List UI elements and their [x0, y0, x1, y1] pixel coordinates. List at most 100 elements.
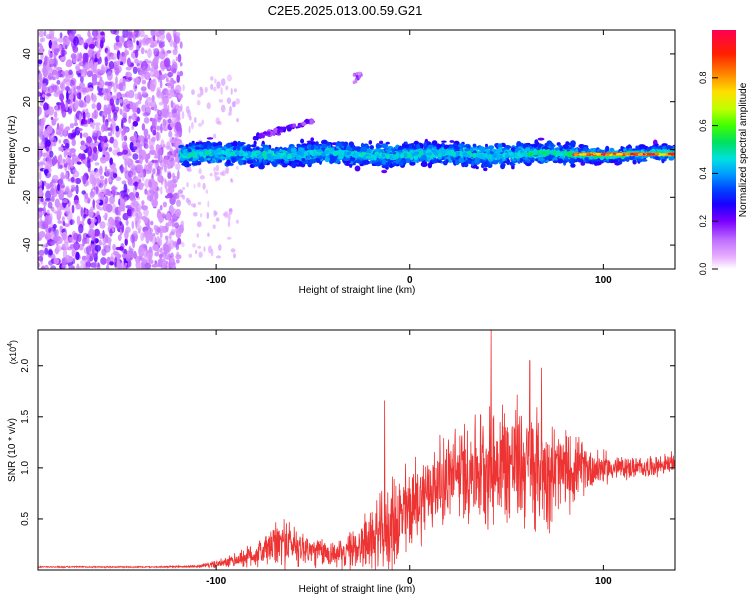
- noise-cell: [94, 228, 100, 237]
- noise-cell: [96, 102, 102, 111]
- noise-cell: [71, 84, 75, 94]
- noise-cell: [169, 38, 174, 47]
- noise-cell: [73, 199, 80, 206]
- noise-cell: [47, 183, 54, 188]
- noise-cell: [113, 112, 118, 122]
- signal-cell: [398, 149, 403, 153]
- noise-cell: [164, 155, 168, 162]
- noise-cell: [127, 259, 132, 268]
- noise-cell: [45, 147, 49, 151]
- signal-cell: [508, 161, 513, 165]
- noise-cell: [93, 146, 98, 153]
- noise-cell: [213, 167, 216, 172]
- signal-cell: [605, 145, 610, 152]
- signal-cell: [427, 162, 433, 169]
- signal-core-cell: [321, 152, 326, 157]
- noise-cell: [143, 128, 149, 137]
- noise-cell: [147, 219, 150, 229]
- noise-cell: [122, 149, 128, 155]
- noise-cell: [210, 83, 214, 91]
- noise-cell: [171, 80, 176, 84]
- signal-core-cell: [508, 151, 514, 156]
- noise-cell: [68, 265, 75, 269]
- noise-cell: [79, 265, 86, 269]
- signal-core-cell: [225, 148, 232, 152]
- signal-cell: [320, 143, 328, 149]
- noise-cell: [58, 146, 64, 152]
- noise-cell: [87, 49, 93, 58]
- signal-cell: [382, 159, 387, 165]
- noise-cell: [185, 197, 190, 203]
- noise-cell: [156, 145, 159, 152]
- noise-cell: [105, 168, 113, 177]
- noise-cell: [41, 122, 44, 131]
- noise-cell: [162, 253, 166, 261]
- noise-cell: [79, 113, 82, 123]
- noise-cell: [98, 70, 105, 74]
- noise-cell: [156, 248, 161, 253]
- noise-cell: [92, 199, 95, 208]
- noise-cell: [73, 84, 77, 92]
- noise-cell: [81, 119, 88, 125]
- signal-cell: [466, 145, 470, 148]
- noise-cell: [147, 60, 152, 64]
- noise-cell: [38, 262, 41, 268]
- noise-cell: [177, 169, 180, 180]
- noise-cell: [57, 155, 63, 165]
- noise-cell: [106, 49, 111, 57]
- signal-cell: [422, 155, 427, 159]
- signal-cell: [523, 157, 529, 160]
- noise-cell: [132, 66, 138, 75]
- signal-core-cell: [455, 152, 460, 156]
- noise-cell: [138, 93, 143, 102]
- noise-cell: [57, 183, 60, 192]
- noise-cell: [125, 253, 130, 262]
- signal-cell: [453, 146, 461, 150]
- signal-cell: [210, 160, 217, 164]
- noise-cell: [60, 184, 66, 189]
- noise-cell: [134, 49, 139, 58]
- noise-cell: [191, 89, 195, 95]
- noise-cell: [48, 58, 55, 65]
- noise-cell: [109, 157, 113, 165]
- noise-cell: [80, 259, 86, 266]
- noise-cell: [235, 98, 240, 105]
- noise-cell: [121, 224, 124, 233]
- noise-cell: [138, 145, 143, 154]
- noise-cell: [175, 208, 181, 217]
- noise-cell: [103, 245, 111, 253]
- noise-cell: [222, 212, 227, 217]
- noise-cell: [159, 247, 163, 253]
- noise-cell: [173, 228, 181, 233]
- noise-cell: [76, 263, 80, 269]
- noise-cell: [72, 168, 77, 173]
- noise-cell: [141, 91, 148, 95]
- signal-cell: [423, 142, 428, 147]
- noise-cell: [160, 186, 163, 195]
- noise-cell: [134, 30, 139, 38]
- noise-cell: [196, 221, 202, 228]
- signal-cell: [511, 165, 515, 170]
- noise-cell: [86, 252, 90, 262]
- noise-cell: [162, 144, 166, 148]
- noise-cell: [218, 244, 222, 251]
- noise-cell: [94, 122, 101, 126]
- noise-cell: [139, 251, 145, 256]
- noise-cell: [55, 246, 59, 255]
- noise-cell: [122, 78, 126, 86]
- noise-cell: [109, 136, 115, 144]
- noise-cell: [115, 75, 118, 86]
- noise-cell: [87, 118, 91, 125]
- noise-cell: [156, 125, 161, 131]
- noise-cell: [73, 122, 79, 127]
- noise-cell: [38, 181, 41, 187]
- noise-cell: [140, 247, 146, 253]
- noise-cell: [129, 102, 136, 110]
- signal-cell: [431, 158, 439, 164]
- signal-cell: [524, 147, 531, 152]
- signal-cell: [458, 157, 465, 163]
- noise-cell: [51, 37, 58, 44]
- noise-cell: [68, 69, 73, 76]
- signal-core-cell: [216, 147, 222, 153]
- noise-cell: [124, 238, 128, 246]
